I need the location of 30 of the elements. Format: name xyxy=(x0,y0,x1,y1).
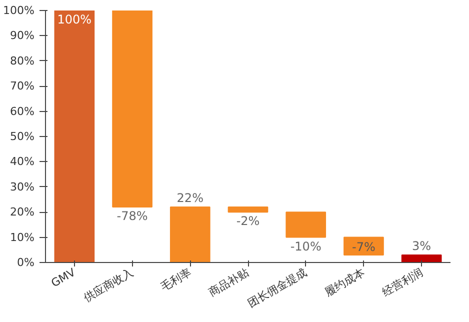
y-tick-label: 40% xyxy=(10,155,35,168)
y-tick-label: 90% xyxy=(10,29,35,42)
bar xyxy=(401,254,442,262)
x-tick-label: GMV xyxy=(49,266,78,290)
y-tick-label: 0% xyxy=(17,256,34,269)
x-tick-label: 供应商收入 xyxy=(81,266,136,305)
y-tick-label: 80% xyxy=(10,54,35,68)
data-label: -7% xyxy=(352,240,376,254)
y-tick-label: 60% xyxy=(10,104,35,118)
y-tick-label: 70% xyxy=(10,80,35,93)
y-tick-label: 50% xyxy=(10,130,35,143)
data-label: -78% xyxy=(116,209,148,224)
y-tick-label: 20% xyxy=(10,206,35,219)
data-label: -10% xyxy=(290,239,322,254)
bar xyxy=(228,206,268,213)
x-tick-label: 经营利润 xyxy=(380,266,425,300)
data-label: 22% xyxy=(176,191,204,206)
data-label: 100% xyxy=(57,12,92,26)
data-label: -2% xyxy=(236,214,260,228)
bar xyxy=(344,236,384,256)
bar xyxy=(112,10,152,208)
data-label: 3% xyxy=(412,238,432,253)
x-tick-label: 毛利率 xyxy=(158,266,194,294)
y-tick-label: 30% xyxy=(10,180,35,194)
y-tick-label: 100% xyxy=(3,4,35,17)
bar xyxy=(54,10,95,262)
y-tick-label: 10% xyxy=(10,230,35,244)
bar xyxy=(170,206,210,262)
bar xyxy=(286,212,326,238)
x-tick-label: 履约成本 xyxy=(322,266,367,300)
